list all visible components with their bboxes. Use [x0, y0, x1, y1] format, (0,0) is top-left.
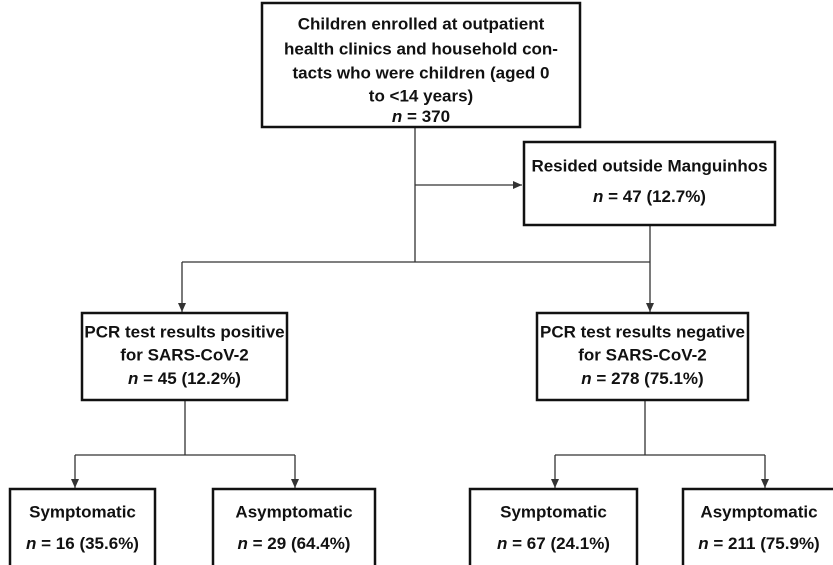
- node: Asymptomatic n = 211 (75.9%): [681, 487, 833, 565]
- node-label: tacts who were children (aged 0: [293, 63, 550, 82]
- node-count: n = 278 (75.1%): [581, 369, 703, 388]
- node-label: Asymptomatic: [700, 502, 817, 521]
- node: Symptomatic n = 16 (35.6%): [8, 487, 157, 565]
- node-box: [468, 487, 639, 565]
- count-variable: n: [392, 107, 402, 126]
- node: Children enrolled at outpatient health cl…: [260, 1, 582, 129]
- node-label: Resided outside Manguinhos: [531, 156, 767, 175]
- node-box: [535, 311, 750, 402]
- node-box: [681, 487, 833, 565]
- node: Symptomatic n = 67 (24.1%): [468, 487, 639, 565]
- node: Resided outside Manguinhos n = 47 (12.7%): [522, 140, 777, 227]
- node-count: n = 67 (24.1%): [497, 534, 610, 553]
- node-box: [211, 487, 377, 565]
- count-variable: n: [238, 534, 248, 553]
- count-value: = 67 (24.1%): [512, 534, 610, 553]
- node-count: n = 45 (12.2%): [128, 369, 241, 388]
- node-box: [8, 487, 157, 565]
- node-box: [80, 311, 289, 402]
- node-label: Children enrolled at outpatient: [298, 14, 545, 33]
- count-variable: n: [26, 534, 36, 553]
- node-label: Asymptomatic: [235, 502, 352, 521]
- node-count: n = 29 (64.4%): [238, 534, 351, 553]
- count-variable: n: [497, 534, 507, 553]
- node-label: Symptomatic: [29, 502, 136, 521]
- node-label: for SARS-CoV-2: [578, 345, 706, 364]
- node-label: Symptomatic: [500, 502, 607, 521]
- node: Asymptomatic n = 29 (64.4%): [211, 487, 377, 565]
- count-value: = 370: [407, 107, 450, 126]
- count-value: = 278 (75.1%): [596, 369, 703, 388]
- count-variable: n: [581, 369, 591, 388]
- node-box: [260, 1, 582, 129]
- node-label: to <14 years): [369, 86, 473, 105]
- node: PCR test results negative for SARS-CoV-2 n…: [535, 311, 750, 402]
- node-count: n = 47 (12.7%): [593, 187, 706, 206]
- count-variable: n: [128, 369, 138, 388]
- node: PCR test results positive for SARS-CoV-2 n…: [80, 311, 289, 402]
- node-label: health clinics and household con-: [284, 39, 558, 58]
- count-variable: n: [698, 534, 708, 553]
- node-label: PCR test results negative: [540, 322, 745, 341]
- node-label: for SARS-CoV-2: [120, 345, 248, 364]
- node-label: PCR test results positive: [84, 322, 284, 341]
- count-value: = 16 (35.6%): [41, 534, 139, 553]
- node-count: n = 370: [392, 107, 450, 126]
- node-box: [522, 140, 777, 227]
- count-value: = 47 (12.7%): [608, 187, 706, 206]
- node-count: n = 211 (75.9%): [698, 534, 819, 553]
- count-variable: n: [593, 187, 603, 206]
- count-value: = 29 (64.4%): [253, 534, 351, 553]
- count-value: = 211 (75.9%): [713, 534, 819, 553]
- node-count: n = 16 (35.6%): [26, 534, 139, 553]
- count-value: = 45 (12.2%): [143, 369, 241, 388]
- nodes: Children enrolled at outpatient health cl…: [8, 1, 833, 565]
- connectors: [71, 127, 769, 488]
